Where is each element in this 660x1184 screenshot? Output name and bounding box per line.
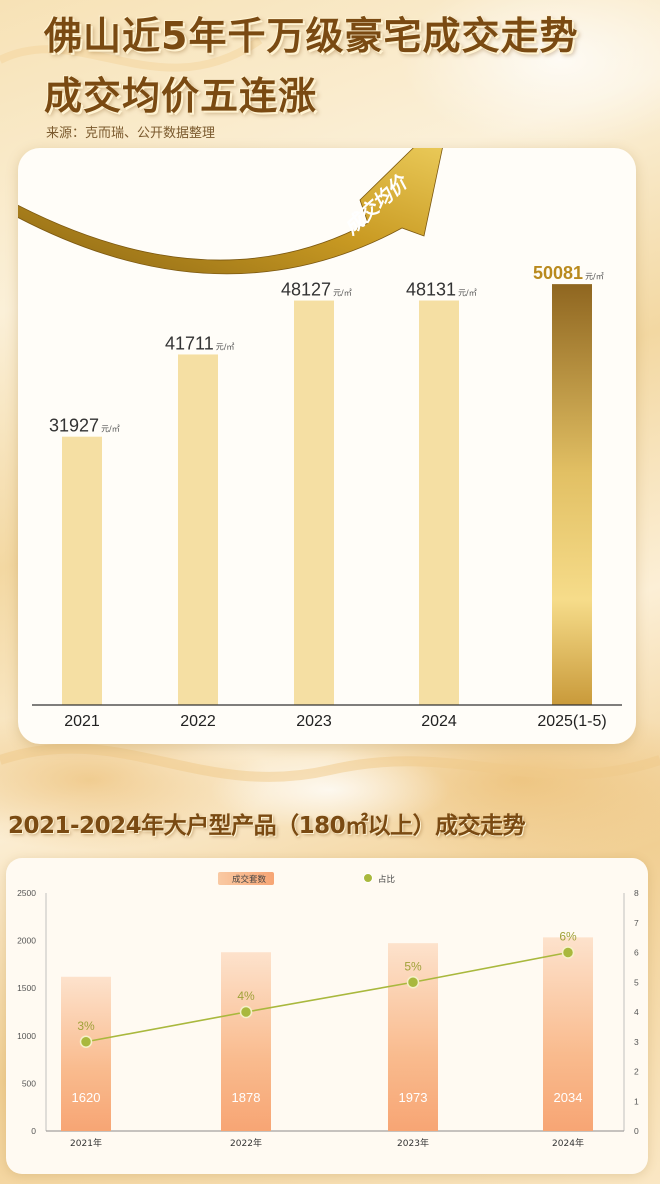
bar-2023年 [388, 943, 438, 1131]
unit-label-2021: 元/㎡ [101, 425, 120, 434]
bar-2021 [62, 436, 102, 705]
x-tick-2023年: 2023年 [397, 1137, 429, 1149]
price-chart-card: 31927 元/㎡ 41711 元/㎡ 48127 元/㎡ 48131 元/㎡ 50081 元/㎡… [18, 148, 636, 744]
x-tick-2024: 2024 [421, 713, 457, 730]
share-line [85, 951, 569, 1043]
legend-label-bars: 成交套数 [232, 874, 267, 885]
share-label-2021年: 3% [77, 1019, 95, 1033]
unit-label-2022: 元/㎡ [216, 342, 235, 351]
y-left-tick-1500: 1500 [17, 983, 36, 993]
y-right-tick-5: 5 [634, 977, 639, 987]
bar-2021年 [61, 976, 111, 1131]
y-left-tick-1000: 1000 [17, 1031, 36, 1041]
volume-chart-title: 2021-2024年大户型产品（180㎡以上）成交走势 [8, 813, 526, 839]
bar-2023 [294, 300, 334, 705]
x-tick-2021年: 2021年 [70, 1137, 102, 1149]
x-tick-2021: 2021 [64, 713, 100, 730]
share-label-2023年: 5% [404, 959, 422, 973]
page-subtitle: 成交均价五连涨 [44, 74, 318, 118]
value-label-2023: 48127 [281, 280, 331, 300]
trend-arrow [18, 148, 443, 275]
unit-label-2024: 元/㎡ [458, 289, 477, 298]
unit-label-2025(1-5): 元/㎡ [585, 272, 604, 281]
bar-2022 [178, 354, 218, 705]
bar-value-2024年: 2034 [554, 1090, 583, 1105]
bar-value-2023年: 1973 [399, 1090, 428, 1105]
x-tick-2023: 2023 [296, 713, 332, 730]
y-left-tick-2000: 2000 [17, 936, 36, 946]
volume-chart-card: 0 500 1000 1500 2000 2500 0 1 2 3 4 5 6 7 8 成交套数 占比 1620 1… [6, 858, 648, 1174]
y-left-tick-2500: 2500 [17, 888, 36, 898]
y-right-tick-0: 0 [634, 1126, 639, 1136]
value-label-2025(1-5): 50081 [533, 263, 583, 283]
x-tick-2025(1-5): 2025(1-5) [537, 713, 606, 730]
legend-swatch-line [363, 873, 373, 883]
bar-value-2022年: 1878 [232, 1090, 261, 1105]
page-title: 佛山近5年千万级豪宅成交走势 [44, 14, 579, 58]
share-point-2021年 [79, 1035, 93, 1048]
bar-2024 [419, 300, 459, 705]
share-point-2024年 [561, 946, 575, 959]
bar-2022年 [221, 952, 271, 1131]
x-tick-2022: 2022 [180, 713, 216, 730]
y-right-tick-7: 7 [634, 918, 639, 928]
value-label-2024: 48131 [406, 280, 456, 300]
unit-label-2023: 元/㎡ [333, 289, 352, 298]
volume-combo-chart: 0 500 1000 1500 2000 2500 0 1 2 3 4 5 6 7 8 成交套数 占比 1620 1… [17, 872, 639, 1149]
share-label-2024年: 6% [559, 930, 577, 944]
share-point-2022年 [239, 1005, 253, 1019]
bar-2025(1-5) [552, 284, 592, 705]
legend-label-line: 占比 [378, 874, 395, 885]
y-left-tick-0: 0 [31, 1126, 36, 1136]
y-right-tick-4: 4 [634, 1007, 639, 1017]
share-point-2023年 [406, 976, 420, 989]
value-label-2021: 31927 [49, 416, 99, 436]
value-label-2022: 41711 [165, 333, 214, 353]
data-source-note: 来源：克而瑞、公开数据整理 [46, 125, 216, 140]
y-right-tick-3: 3 [634, 1037, 639, 1047]
bar-2024年 [543, 937, 593, 1131]
bar-value-2021年: 1620 [72, 1090, 101, 1105]
x-tick-2024年: 2024年 [552, 1137, 584, 1149]
legend-swatch-bars [218, 872, 274, 885]
y-right-tick-1: 1 [634, 1096, 639, 1106]
y-left-tick-500: 500 [22, 1078, 36, 1088]
y-right-tick-8: 8 [634, 888, 639, 898]
x-tick-2022年: 2022年 [230, 1137, 262, 1149]
share-label-2022年: 4% [237, 989, 255, 1003]
y-right-tick-2: 2 [634, 1067, 639, 1077]
y-right-tick-6: 6 [634, 948, 639, 958]
